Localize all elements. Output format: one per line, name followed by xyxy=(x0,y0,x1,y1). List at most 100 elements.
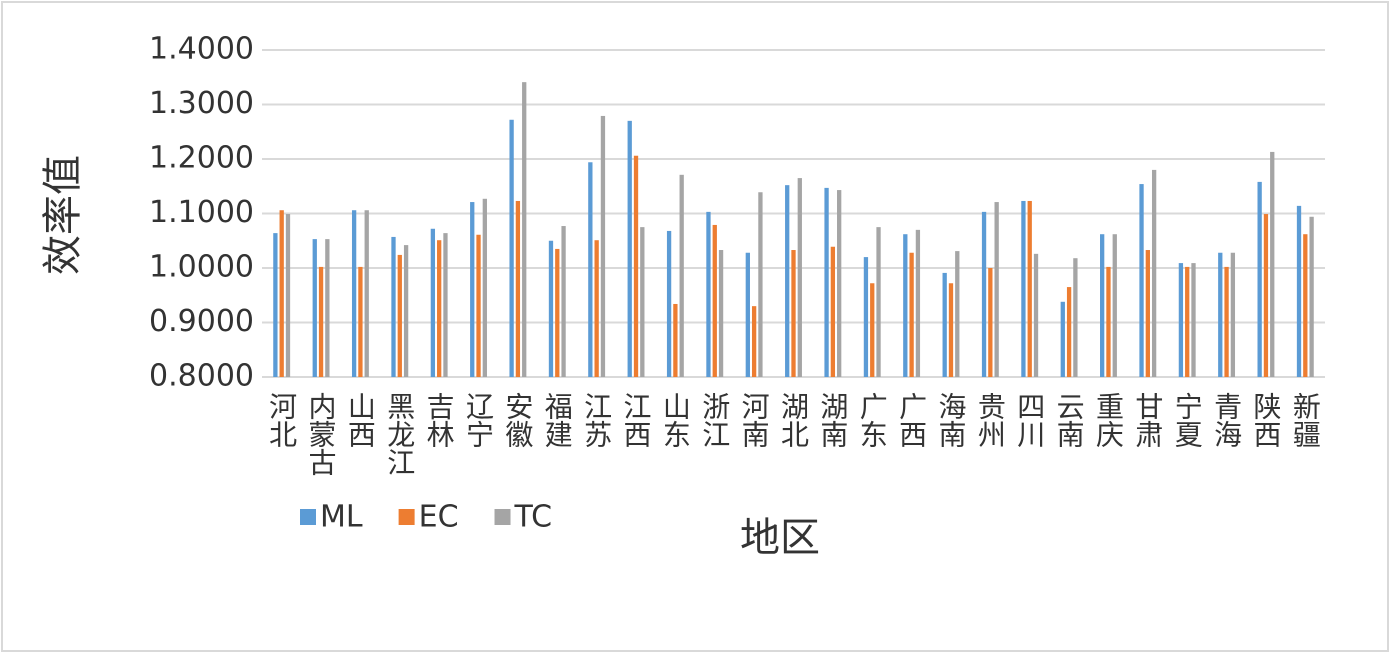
bar xyxy=(1060,301,1065,377)
bar xyxy=(640,227,645,377)
bar xyxy=(824,187,829,377)
bar xyxy=(476,234,481,377)
bar xyxy=(1263,214,1269,377)
bar xyxy=(358,266,363,377)
y-axis-title: 效率值 xyxy=(40,155,86,275)
bar xyxy=(318,266,324,377)
bar xyxy=(1139,184,1144,377)
bar xyxy=(981,211,987,377)
bar xyxy=(594,240,599,377)
bar xyxy=(751,306,757,377)
bar xyxy=(1100,234,1105,377)
bar xyxy=(673,303,678,377)
bar xyxy=(325,239,330,377)
bar xyxy=(600,115,606,377)
y-tick-label: 0.9000 xyxy=(149,304,254,339)
bar xyxy=(1145,250,1150,377)
bar xyxy=(837,190,842,377)
x-tick-label: 内蒙古 xyxy=(305,392,338,476)
bar xyxy=(948,283,954,377)
bar xyxy=(633,155,639,377)
bar xyxy=(443,233,448,377)
y-tick-label: 1.1000 xyxy=(149,195,254,230)
x-tick-label: 吉林 xyxy=(423,392,456,448)
bar xyxy=(555,248,560,377)
legend-label: TC xyxy=(514,500,553,535)
x-tick-label: 湖南 xyxy=(816,392,849,448)
bar xyxy=(515,200,521,377)
bar xyxy=(1257,181,1262,377)
x-tick-label: 海南 xyxy=(934,392,967,448)
bar xyxy=(876,227,881,377)
x-tick-label: 安徽 xyxy=(501,392,534,448)
bar xyxy=(482,198,487,377)
bar xyxy=(988,268,993,377)
bar xyxy=(391,236,396,377)
bar xyxy=(712,224,717,377)
bar xyxy=(1112,234,1117,377)
x-tick-label: 山西 xyxy=(344,392,377,448)
x-tick-label: 山东 xyxy=(659,392,692,448)
bar xyxy=(403,245,409,377)
bar xyxy=(470,202,475,377)
x-tick-label: 宁夏 xyxy=(1171,392,1204,448)
x-tick-label: 贵州 xyxy=(974,392,1007,448)
bar xyxy=(522,82,527,377)
bar xyxy=(351,210,357,377)
bar xyxy=(1224,266,1229,377)
bar xyxy=(509,119,514,377)
legend-swatch xyxy=(494,509,511,525)
bar xyxy=(1309,216,1314,377)
bar xyxy=(1303,234,1308,377)
bar xyxy=(915,229,921,377)
bar xyxy=(1185,266,1190,377)
bar xyxy=(909,252,914,377)
bar xyxy=(718,250,724,377)
x-tick-label: 云南 xyxy=(1053,392,1086,448)
bar xyxy=(994,202,999,377)
bar xyxy=(955,251,960,377)
bar xyxy=(1218,252,1223,377)
x-tick-label: 重庆 xyxy=(1092,392,1125,448)
bar xyxy=(285,214,291,377)
bar xyxy=(397,254,402,377)
bar xyxy=(1033,253,1039,377)
bar xyxy=(430,228,436,377)
x-axis-title: 地区 xyxy=(740,515,820,561)
y-tick-label: 1.3000 xyxy=(149,86,254,121)
bar xyxy=(863,257,869,377)
legend-swatch xyxy=(398,509,415,525)
bar xyxy=(1191,263,1196,377)
bar xyxy=(1270,151,1275,377)
x-tick-label: 新疆 xyxy=(1289,392,1322,448)
legend-swatch xyxy=(300,509,316,525)
bar xyxy=(679,174,684,377)
bar xyxy=(1151,169,1157,377)
bar xyxy=(791,250,796,377)
x-tick-label: 广东 xyxy=(856,392,889,448)
legend-label: EC xyxy=(419,500,459,535)
bar xyxy=(273,233,278,377)
bar xyxy=(797,178,802,377)
x-tick-label: 浙江 xyxy=(698,392,731,448)
x-tick-label: 甘肃 xyxy=(1131,392,1164,448)
bar xyxy=(1066,287,1072,377)
bar xyxy=(1073,258,1078,377)
bar xyxy=(666,230,672,377)
bar xyxy=(830,246,836,377)
bar xyxy=(785,185,790,377)
x-tick-label: 江苏 xyxy=(580,392,613,448)
bar xyxy=(437,240,442,377)
x-tick-label: 湖北 xyxy=(777,392,810,448)
bar xyxy=(745,252,750,377)
x-tick-label: 黑龙江 xyxy=(383,392,416,476)
bar xyxy=(548,240,554,377)
x-tick-label: 陕西 xyxy=(1249,392,1282,448)
x-tick-label: 四川 xyxy=(1013,392,1046,448)
bar xyxy=(364,210,369,377)
x-tick-label: 河南 xyxy=(738,392,771,448)
bar xyxy=(1106,266,1111,377)
y-tick-label: 0.8000 xyxy=(149,359,254,394)
